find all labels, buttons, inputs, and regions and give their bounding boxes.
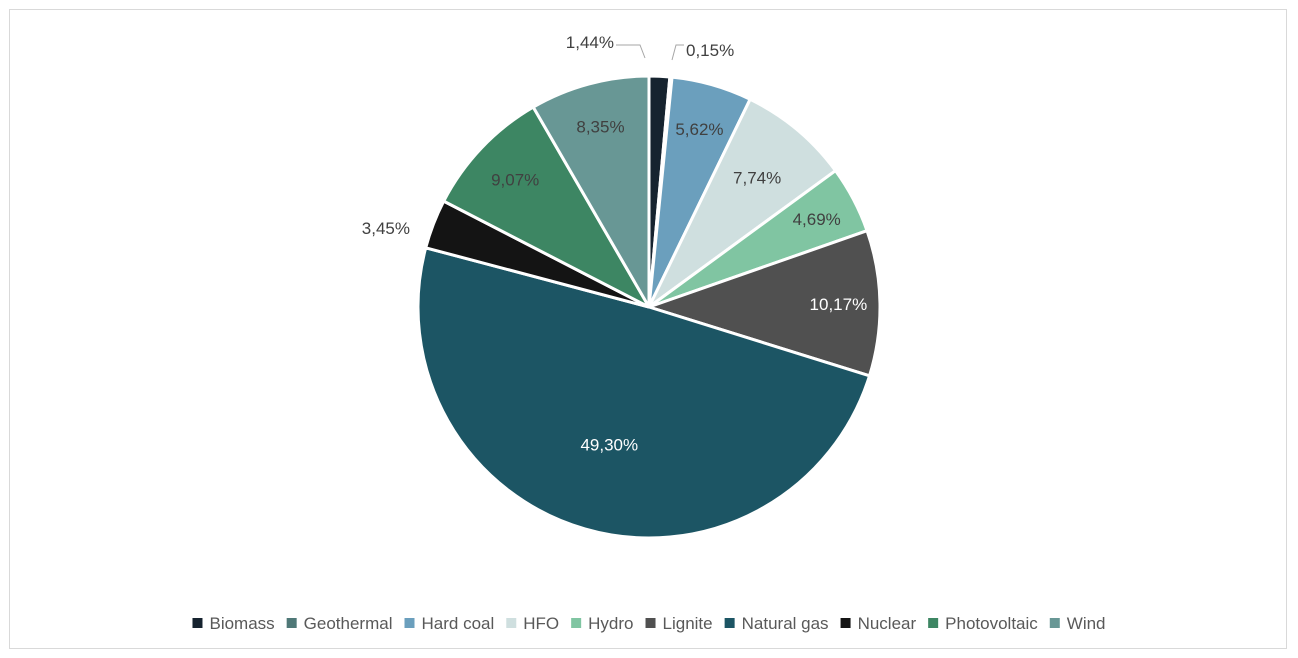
legend-label-hfo: HFO — [523, 614, 559, 633]
data-label-lignite: 10,17% — [810, 295, 868, 314]
legend-swatch-photovoltaic — [928, 618, 939, 628]
legend-item-hard-coal: Hard coal — [404, 614, 495, 633]
legend-label-hard-coal: Hard coal — [422, 614, 495, 633]
legend-swatch-hfo — [506, 618, 517, 628]
legend-label-photovoltaic: Photovoltaic — [945, 614, 1038, 633]
legend-swatch-biomass — [192, 618, 203, 628]
legend-item-photovoltaic: Photovoltaic — [928, 614, 1038, 633]
legend-swatch-natural-gas — [724, 618, 735, 628]
legend-item-natural-gas: Natural gas — [724, 614, 829, 633]
legend-label-geothermal: Geothermal — [304, 614, 393, 633]
data-label-natural-gas: 49,30% — [580, 436, 638, 455]
legend: Biomass Geothermal Hard coal HFO Hydro Lignit… — [192, 614, 1106, 633]
leader-lines — [616, 44, 684, 61]
pie-slice-photovoltaic — [442, 105, 651, 309]
leader-line-biomass — [616, 44, 646, 59]
legend-swatch-geothermal — [286, 618, 297, 628]
data-label-nuclear: 3,45% — [362, 219, 410, 238]
legend-item-nuclear: Nuclear — [840, 614, 917, 633]
data-label-biomass: 1,44% — [566, 33, 614, 52]
legend-swatch-lignite — [645, 618, 656, 628]
pie-slice-natural-gas — [416, 246, 872, 540]
data-label-hard-coal: 5,62% — [675, 120, 723, 139]
data-label-hfo: 7,74% — [733, 169, 781, 188]
legend-item-wind: Wind — [1049, 614, 1106, 633]
data-label-photovoltaic: 9,07% — [491, 171, 539, 190]
legend-item-hfo: HFO — [506, 614, 559, 633]
legend-swatch-nuclear — [840, 618, 851, 628]
pie-slice-lignite — [647, 229, 882, 378]
legend-label-lignite: Lignite — [663, 614, 713, 633]
data-label-geothermal: 0,15% — [686, 41, 734, 60]
legend-label-biomass: Biomass — [209, 614, 274, 633]
legend-item-biomass: Biomass — [192, 614, 275, 633]
legend-swatch-hard-coal — [404, 618, 415, 628]
data-label-hydro: 4,69% — [793, 210, 841, 229]
legend-label-natural-gas: Natural gas — [742, 614, 829, 633]
leader-line-geothermal — [671, 44, 684, 61]
pie-slices — [416, 74, 882, 540]
legend-swatch-hydro — [571, 618, 582, 628]
legend-item-hydro: Hydro — [571, 614, 634, 633]
legend-item-lignite: Lignite — [645, 614, 713, 633]
legend-swatch-wind — [1049, 618, 1060, 628]
legend-label-wind: Wind — [1067, 614, 1106, 633]
legend-label-nuclear: Nuclear — [858, 614, 917, 633]
data-label-wind: 8,35% — [576, 117, 624, 136]
legend-label-hydro: Hydro — [588, 614, 633, 633]
pie-slice-hfo — [647, 97, 837, 309]
legend-item-geothermal: Geothermal — [286, 614, 393, 633]
data-labels: 1,44% 0,15% 5,62% 7,74% 4,69% 10,17% 49,30% 3,4… — [362, 33, 867, 455]
pie-slice-wind — [531, 74, 651, 309]
